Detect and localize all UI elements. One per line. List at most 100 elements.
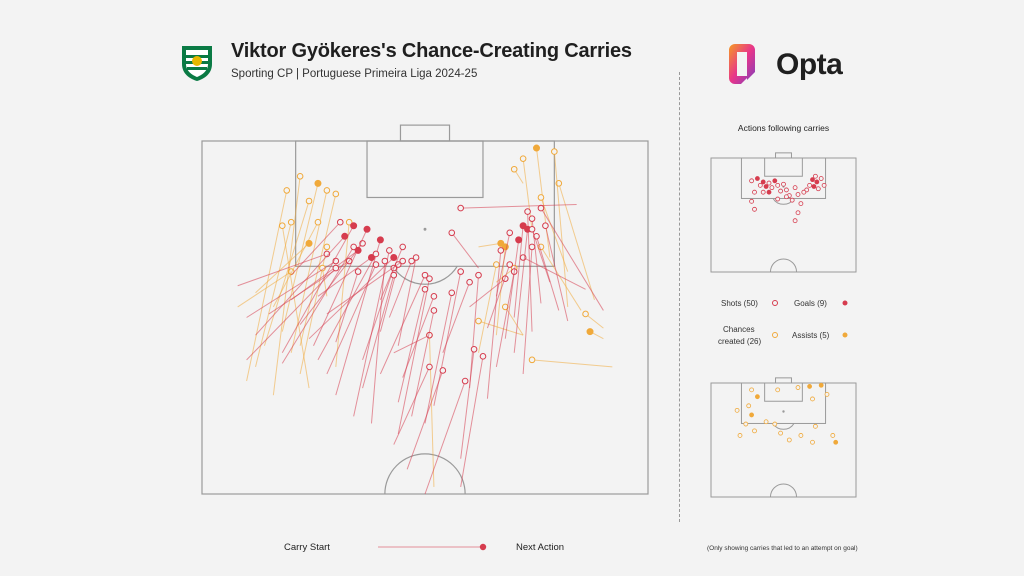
chances-pitch-outline <box>710 382 857 498</box>
chance-marker <box>537 194 545 201</box>
chance-marker <box>510 165 518 173</box>
carry-line <box>460 204 577 209</box>
main-pitch-penalty-arc <box>392 265 458 285</box>
carry-line <box>585 313 604 329</box>
chances-pitch-penalty-box <box>740 382 827 424</box>
shot-marker <box>781 181 786 187</box>
carry-line <box>442 282 471 353</box>
chance-marker <box>775 387 781 393</box>
carry-line <box>393 334 430 354</box>
shot-marker <box>439 367 447 374</box>
chance-marker <box>278 222 286 230</box>
shots-pitch-outline <box>710 157 857 273</box>
legend-assist-marker <box>842 332 848 338</box>
carry-line <box>246 190 288 382</box>
carry-line <box>237 271 292 308</box>
shot-marker <box>749 198 754 204</box>
goal-marker <box>376 236 384 244</box>
chance-marker <box>283 187 291 194</box>
chance-marker <box>582 310 589 318</box>
assist-marker <box>807 384 812 389</box>
shot-marker <box>399 243 407 251</box>
shot-marker <box>412 254 420 261</box>
carry-line <box>495 271 515 368</box>
shot-marker <box>752 206 757 212</box>
carry-line <box>281 225 355 354</box>
shot-marker <box>769 185 775 191</box>
legend-chances-label-2: created (26) <box>718 337 762 346</box>
main-pitch-goal <box>399 124 451 142</box>
chance-marker <box>813 423 818 429</box>
carry-line <box>428 335 435 487</box>
chance-marker <box>519 155 527 162</box>
chance-marker <box>528 356 536 364</box>
carry-line <box>451 232 479 269</box>
carry-line <box>317 253 377 361</box>
shot-marker <box>524 208 531 215</box>
goal-marker <box>760 179 766 185</box>
footer-next-action-label: Next Action <box>516 542 565 553</box>
carry-line <box>486 264 511 329</box>
main-pitch-center-circle <box>384 453 466 495</box>
shot-marker <box>528 243 536 251</box>
assist-marker <box>833 439 839 445</box>
legend-chance-marker <box>772 332 778 338</box>
main-pitch-outline <box>201 140 649 495</box>
carry-line <box>246 267 337 361</box>
chart-title: Viktor Gyökeres's Chance-Creating Carrie… <box>231 40 632 62</box>
shot-marker <box>457 268 464 275</box>
shot-marker <box>760 189 766 195</box>
carry-line <box>388 260 413 318</box>
chance-marker <box>752 428 757 434</box>
carry-line <box>411 310 435 417</box>
carry-line <box>486 250 502 399</box>
carry-line <box>255 243 310 294</box>
chance-marker <box>296 173 304 180</box>
shot-marker <box>542 222 549 230</box>
carry-line <box>237 253 328 287</box>
chance-marker <box>786 437 792 443</box>
goal-marker <box>755 176 760 181</box>
carry-line <box>522 257 586 290</box>
carry-line <box>540 246 582 311</box>
shot-marker <box>336 218 344 226</box>
carry-line <box>531 359 613 368</box>
goal-marker <box>390 253 398 261</box>
shot-marker <box>775 196 781 202</box>
footer-next-action-marker <box>479 543 487 551</box>
chance-marker <box>749 387 754 393</box>
legend-shot-marker <box>772 300 778 306</box>
carry-line <box>335 239 381 396</box>
chance-marker <box>798 433 804 438</box>
shot-marker <box>813 173 818 179</box>
chance-marker <box>830 433 836 438</box>
chance-marker <box>734 407 740 413</box>
carry-line <box>433 271 462 406</box>
carry-line <box>281 183 319 332</box>
shot-marker <box>789 197 795 203</box>
shot-marker <box>421 271 429 279</box>
carry-line <box>504 239 520 339</box>
shot-marker <box>466 278 473 286</box>
carry-line <box>513 229 529 353</box>
chance-marker <box>493 261 500 268</box>
shot-marker <box>421 285 429 293</box>
legend-goals-label: Goals (9) <box>794 299 827 308</box>
carry-line <box>553 151 569 307</box>
chance-marker <box>314 218 322 226</box>
footer-carry-start-label: Carry Start <box>284 542 330 553</box>
carry-line <box>397 289 426 403</box>
shot-marker <box>448 229 456 237</box>
shot-marker <box>426 275 433 282</box>
goal-marker <box>763 184 769 189</box>
shot-marker <box>821 182 827 188</box>
carry-line <box>362 267 395 361</box>
carry-line <box>558 183 595 300</box>
shot-marker <box>381 257 389 265</box>
shot-marker <box>784 194 789 200</box>
carry-line <box>460 356 484 488</box>
opta-brand-name: Opta <box>776 48 843 81</box>
shot-marker <box>479 353 487 360</box>
chance-marker <box>551 148 558 155</box>
